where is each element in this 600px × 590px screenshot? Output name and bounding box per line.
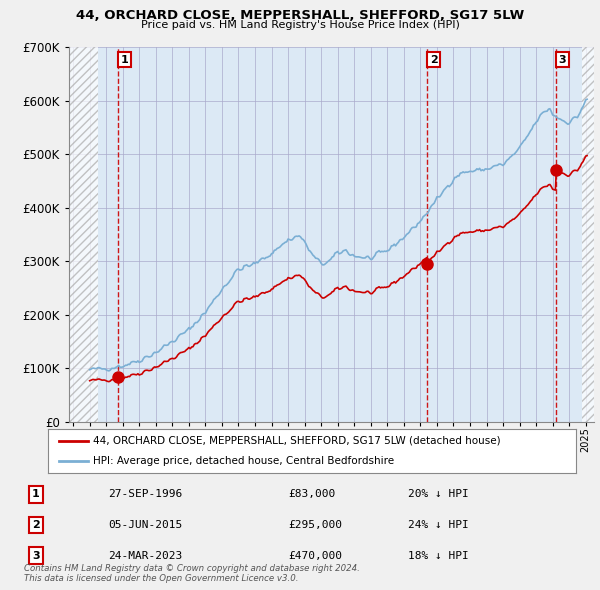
Text: 24-MAR-2023: 24-MAR-2023 — [108, 551, 182, 560]
Text: Contains HM Land Registry data © Crown copyright and database right 2024.
This d: Contains HM Land Registry data © Crown c… — [24, 563, 360, 583]
Text: 27-SEP-1996: 27-SEP-1996 — [108, 490, 182, 499]
Text: 3: 3 — [559, 55, 566, 65]
Text: 24% ↓ HPI: 24% ↓ HPI — [408, 520, 469, 530]
Text: 05-JUN-2015: 05-JUN-2015 — [108, 520, 182, 530]
Text: 2: 2 — [32, 520, 40, 530]
Text: 18% ↓ HPI: 18% ↓ HPI — [408, 551, 469, 560]
Text: HPI: Average price, detached house, Central Bedfordshire: HPI: Average price, detached house, Cent… — [93, 456, 394, 466]
Text: 1: 1 — [121, 55, 128, 65]
Text: 3: 3 — [32, 551, 40, 560]
Bar — [69, 47, 98, 422]
Text: Price paid vs. HM Land Registry's House Price Index (HPI): Price paid vs. HM Land Registry's House … — [140, 20, 460, 30]
Bar — [581, 47, 594, 422]
Text: £83,000: £83,000 — [288, 490, 335, 499]
Text: 44, ORCHARD CLOSE, MEPPERSHALL, SHEFFORD, SG17 5LW (detached house): 44, ORCHARD CLOSE, MEPPERSHALL, SHEFFORD… — [93, 436, 500, 446]
Text: £295,000: £295,000 — [288, 520, 342, 530]
Text: 1: 1 — [32, 490, 40, 499]
Text: £470,000: £470,000 — [288, 551, 342, 560]
Text: 44, ORCHARD CLOSE, MEPPERSHALL, SHEFFORD, SG17 5LW: 44, ORCHARD CLOSE, MEPPERSHALL, SHEFFORD… — [76, 9, 524, 22]
Text: 2: 2 — [430, 55, 437, 65]
Text: 20% ↓ HPI: 20% ↓ HPI — [408, 490, 469, 499]
